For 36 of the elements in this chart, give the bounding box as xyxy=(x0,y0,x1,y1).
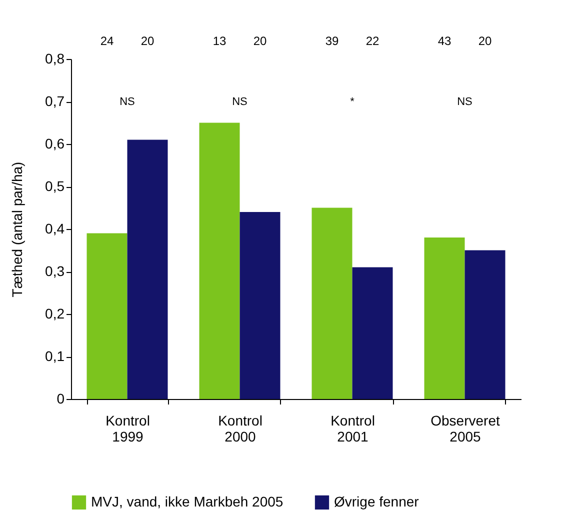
y-tick-label: 0,7 xyxy=(45,93,65,109)
bar xyxy=(464,250,506,399)
x-tick-label: Kontrol 2000 xyxy=(218,412,262,444)
x-tick-label: Kontrol 1999 xyxy=(106,412,150,444)
bar xyxy=(240,212,280,399)
bar xyxy=(127,140,168,399)
text: 43 xyxy=(438,34,452,48)
text: 20 xyxy=(253,34,267,48)
y-tick-label: 0,6 xyxy=(45,136,65,152)
x-tick-label: Kontrol 2001 xyxy=(330,412,375,444)
bar xyxy=(352,267,393,399)
y-tick-label: 0,5 xyxy=(45,178,65,194)
legend-label: Øvrige fenner xyxy=(334,493,420,510)
bar xyxy=(424,238,465,399)
bar xyxy=(312,208,352,399)
text: 20 xyxy=(140,34,154,48)
text: 39 xyxy=(325,34,339,48)
annotation: * xyxy=(350,96,356,108)
y-tick-label: 0 xyxy=(56,390,65,406)
y-tick-label: 0,4 xyxy=(45,220,65,236)
y-tick-label: 0,8 xyxy=(45,50,65,66)
bar xyxy=(86,233,128,399)
annotation: NS xyxy=(232,96,248,108)
annotation: NS xyxy=(120,96,135,108)
bar xyxy=(199,122,240,399)
y-tick-label: 0,3 xyxy=(45,263,65,279)
x-tick-label: Observeret 2005 xyxy=(430,412,500,444)
text: 13 xyxy=(212,34,226,48)
legend-label: MVJ, vand, ikke Markbeh 2005 xyxy=(91,493,284,510)
y-tick-label: 0,2 xyxy=(45,306,65,322)
text: 20 xyxy=(478,34,492,48)
text: 22 xyxy=(366,34,380,48)
text: 24 xyxy=(100,34,114,48)
y-axis-title: Tæthed (antal par/ha) xyxy=(9,162,26,298)
annotation: NS xyxy=(457,96,472,108)
y-tick-label: 0,1 xyxy=(45,348,65,364)
